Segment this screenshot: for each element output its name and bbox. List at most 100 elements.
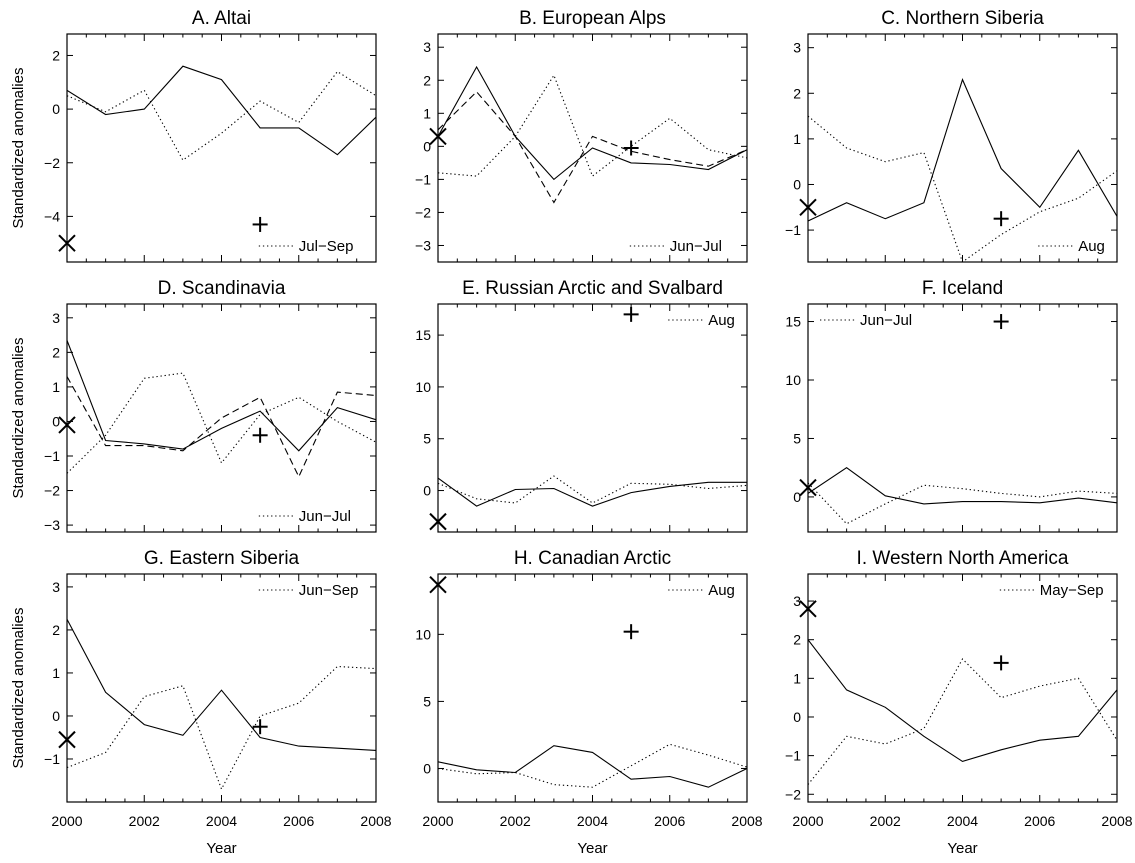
x-tick-label: 2004	[947, 813, 978, 829]
series-dotted-line	[808, 115, 1117, 262]
y-tick-label: 3	[793, 593, 801, 609]
series-dotted-line	[808, 482, 1117, 525]
x-tick-label: 2002	[500, 813, 531, 829]
panel-title: E. Russian Arctic and Svalbard	[462, 278, 723, 299]
y-tick-label: −2	[44, 155, 60, 171]
series-solid-line	[808, 467, 1117, 505]
series-dotted-line	[438, 475, 747, 504]
y-tick-label: 1	[52, 665, 60, 681]
series-dotted-line	[438, 743, 747, 788]
y-tick-label: 3	[52, 579, 60, 595]
x-tick-label: 2002	[870, 813, 901, 829]
x-tick-label: 2008	[731, 813, 762, 829]
legend-label: Jun−Jul	[860, 312, 912, 329]
panel-d: D. Scandinavia 3 2 1 0 −1 −2 −3 Jun−Jul Standardi…	[10, 278, 377, 533]
panel-title: F. Iceland	[922, 278, 1003, 299]
y-tick-label: −1	[785, 748, 801, 764]
plot-frame	[437, 573, 748, 803]
y-tick-label: 2	[423, 72, 431, 88]
y-tick-label: 0	[52, 101, 60, 117]
panel-g: G. Eastern Siberia 3 2 1 0 −1 2000 2002 2004 2006…	[10, 548, 392, 857]
y-tick-label: 1	[793, 131, 801, 147]
y-tick-label: 0	[793, 176, 801, 192]
legend: May−Sep	[999, 582, 1104, 599]
x-tick-label: 2008	[1101, 813, 1132, 829]
series-dotted-line	[67, 665, 376, 791]
y-tick-label: 0	[793, 709, 801, 725]
plus-marker	[993, 314, 1009, 330]
series-solid-line	[67, 340, 376, 452]
legend: Jun−Jul	[820, 312, 912, 329]
panel-title: H. Canadian Arctic	[514, 548, 671, 569]
panel-title: I. Western North America	[857, 548, 1069, 569]
y-tick-label: 10	[415, 626, 431, 642]
x-tick-label: 2000	[51, 813, 82, 829]
legend-label: Aug	[708, 312, 735, 329]
x-tick-label: 2006	[1024, 813, 1055, 829]
panel-h: H. Canadian Arctic 10 5 0 2000 2002 2004 2006 20…	[415, 548, 762, 857]
y-tick-label: 0	[423, 138, 431, 154]
legend: Jul−Sep	[258, 238, 353, 255]
series-dashed-line	[67, 376, 376, 478]
series-dashed-line	[438, 90, 747, 204]
y-tick-label: 3	[423, 39, 431, 55]
plot-frame	[437, 303, 748, 533]
series-solid-line	[67, 618, 376, 751]
panel-b: B. European Alps 3 2 1 0 −1 −2 −3 Jun−Jul	[415, 8, 748, 263]
y-axis-label: Standardized anomalies	[10, 68, 27, 229]
series-solid-line	[808, 639, 1117, 763]
y-axis-label: Standardized anomalies	[10, 338, 27, 499]
y-tick-label: 15	[415, 327, 431, 343]
plus-marker	[623, 306, 639, 322]
data-area	[438, 743, 747, 788]
y-tick-label: 5	[423, 431, 431, 447]
series-dotted-line	[438, 74, 747, 177]
y-tick-label: 0	[52, 413, 60, 429]
y-tick-label: 3	[793, 40, 801, 56]
legend-label: Aug	[708, 582, 735, 599]
y-tick-label: 0	[793, 489, 801, 505]
x-tick-label: 2006	[283, 813, 314, 829]
y-tick-label: 10	[415, 379, 431, 395]
y-tick-label: −2	[415, 204, 431, 220]
x-tick-label: 2004	[206, 813, 237, 829]
legend: Jun−Jul	[629, 238, 722, 255]
y-tick-label: 2	[52, 344, 60, 360]
data-area	[808, 639, 1117, 785]
y-tick-label: 10	[785, 372, 801, 388]
y-tick-label: 0	[423, 483, 431, 499]
panel-title: D. Scandinavia	[158, 278, 286, 299]
panel-title: B. European Alps	[519, 8, 666, 29]
plus-marker	[993, 211, 1009, 227]
plot-frame	[66, 33, 377, 263]
y-tick-label: 1	[793, 670, 801, 686]
plot-frame	[437, 33, 748, 263]
y-tick-label: 2	[793, 632, 801, 648]
x-axis-label: Year	[577, 840, 607, 857]
plus-marker	[623, 624, 639, 640]
x-tick-label: 2002	[129, 813, 160, 829]
y-tick-label: 3	[52, 310, 60, 326]
legend-label: Aug	[1078, 238, 1105, 255]
y-tick-label: −1	[785, 222, 801, 238]
panel-i: I. Western North America 3 2 1 0 −1 −2 2000 2002…	[785, 548, 1133, 857]
y-tick-label: 0	[52, 708, 60, 724]
y-tick-label: 1	[52, 379, 60, 395]
plus-marker	[252, 719, 268, 735]
data-area	[438, 475, 747, 507]
x-tick-label: 2008	[360, 813, 391, 829]
y-tick-label: −1	[415, 171, 431, 187]
series-solid-line	[438, 745, 747, 788]
panel-title: A. Altai	[192, 8, 251, 29]
plot-frame	[66, 303, 377, 533]
y-tick-label: −3	[44, 517, 60, 533]
legend: Aug	[668, 312, 735, 329]
series-dotted-line	[808, 658, 1117, 785]
y-tick-label: 2	[52, 622, 60, 638]
y-tick-label: −2	[44, 483, 60, 499]
series-dotted-line	[67, 70, 376, 161]
y-tick-label: 1	[423, 105, 431, 121]
x-tick-label: 2006	[654, 813, 685, 829]
x-axis-label: Year	[947, 840, 977, 857]
